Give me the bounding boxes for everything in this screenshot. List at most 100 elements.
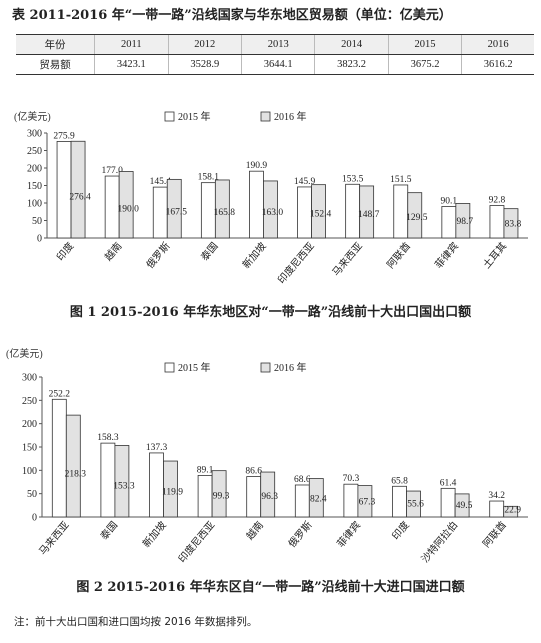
bar (100, 442, 116, 518)
bar (263, 180, 278, 239)
y-axis-label: (亿美元) (14, 110, 51, 123)
bar (357, 485, 373, 518)
bar (489, 205, 505, 239)
x-tick-label: 新加坡 (240, 240, 269, 271)
value-label: 165.8 (214, 208, 236, 218)
y-tick-label: 250 (22, 396, 37, 407)
x-tick-label: 印度 (389, 519, 412, 543)
value-label: 152.4 (310, 210, 332, 220)
x-tick-label: 土耳其 (480, 240, 509, 271)
bar (70, 140, 86, 239)
bar (393, 184, 409, 239)
bar (440, 487, 456, 518)
table-value-cell: 3423.1 (94, 54, 169, 75)
bar (406, 490, 421, 518)
x-tick-label: 新加坡 (140, 519, 169, 550)
value-label: 167.5 (166, 208, 188, 218)
trade-table: 年份 2011 2012 2013 2014 2015 2016 贸易额 342… (16, 34, 534, 75)
value-label: 119.9 (162, 488, 183, 498)
legend-swatch (260, 362, 271, 373)
bar (311, 184, 326, 239)
value-label: 137.3 (146, 443, 168, 453)
table-value-cell: 3528.9 (167, 54, 242, 75)
value-label: 90.1 (441, 196, 458, 206)
bar (166, 178, 182, 239)
bar (197, 475, 213, 518)
value-label: 65.8 (391, 476, 408, 486)
table-value-cell: 3644.1 (240, 54, 315, 75)
value-label: 98.7 (457, 217, 474, 227)
export-bar-chart: (亿美元) 2015 年 2016 年 0 50 100 150 200 250 300 275.9… (14, 110, 528, 286)
value-label: 129.5 (406, 213, 428, 223)
y-tick-label: 200 (22, 419, 37, 430)
legend-swatch (164, 362, 175, 373)
table-title: 表 2011-2016 年“一带一路”沿线国家与华东地区贸易额（单位：亿美元） (12, 8, 452, 23)
value-label: 86.6 (245, 467, 262, 477)
value-label: 99.3 (213, 491, 230, 501)
y-tick-label: 50 (32, 216, 42, 227)
bar (65, 414, 81, 518)
y-tick-label: 0 (32, 513, 37, 524)
value-label: 190.9 (246, 161, 268, 171)
x-tick-label: 俄罗斯 (285, 519, 314, 550)
value-label: 158.3 (97, 433, 119, 443)
bar (503, 208, 519, 239)
value-label: 92.8 (489, 196, 506, 206)
figure-1-title: 图 1 2015-2016 年华东地区对“一带一路”沿线前十大出口国出口额 (69, 305, 472, 320)
value-label: 70.3 (343, 474, 360, 484)
x-tick-label: 泰国 (97, 519, 120, 543)
value-label: 177.0 (101, 166, 123, 176)
value-label: 34.2 (488, 491, 505, 501)
value-label: 145.9 (294, 177, 316, 187)
bar (441, 206, 457, 239)
value-label: 151.5 (390, 175, 412, 185)
value-label: 276.4 (69, 192, 91, 202)
x-tick-label: 越南 (102, 240, 125, 264)
bar (359, 185, 375, 239)
x-tick-label: 阿联酋 (480, 519, 509, 550)
x-tick-label: 沙特阿拉伯 (418, 519, 460, 566)
bar (56, 141, 72, 239)
value-label: 145.4 (150, 177, 172, 187)
table-year-cell: 2015 (387, 34, 462, 55)
y-tick-label: 300 (27, 129, 42, 140)
table-value-cell: 3616.2 (461, 54, 534, 75)
value-label: 96.3 (261, 492, 278, 502)
bar (214, 179, 230, 239)
value-label: 218.3 (65, 469, 87, 479)
y-tick-label: 100 (27, 199, 42, 210)
bar (163, 460, 178, 518)
legend-label: 2015 年 (178, 110, 211, 123)
bar (308, 478, 324, 518)
value-label: 61.4 (440, 478, 457, 488)
value-label: 82.4 (310, 495, 327, 505)
y-tick-label: 300 (22, 373, 37, 384)
table-year-cell: 2012 (167, 34, 242, 55)
x-tick-label: 俄罗斯 (143, 240, 172, 271)
legend-label: 2016 年 (274, 361, 307, 374)
table-year-cell: 2013 (240, 34, 315, 55)
bar (392, 485, 407, 518)
value-label: 148.7 (358, 210, 380, 220)
x-tick-label: 越南 (243, 519, 266, 543)
value-label: 22.9 (504, 506, 521, 516)
bar (343, 483, 359, 518)
value-label: 252.2 (49, 389, 71, 399)
value-label: 67.3 (359, 497, 376, 507)
bar (407, 192, 423, 239)
bar (249, 170, 264, 239)
bar (489, 500, 505, 518)
x-tick-label: 马来西亚 (37, 519, 72, 557)
table-value-row: 贸易额 3423.1 3528.9 3644.1 3823.2 3675.2 3… (16, 54, 534, 75)
legend-label: 2016 年 (274, 110, 307, 123)
bar (118, 171, 134, 239)
y-tick-label: 250 (27, 146, 42, 157)
table-year-cell: 2011 (94, 34, 169, 55)
bar (503, 505, 519, 518)
value-label: 158.1 (198, 173, 220, 183)
table-row-label: 贸易额 (16, 54, 95, 75)
table-header-row: 年份 2011 2012 2013 2014 2015 2016 (16, 34, 534, 55)
value-label: 153.5 (342, 174, 364, 184)
legend-label: 2015 年 (178, 361, 211, 374)
legend-swatch (164, 111, 175, 122)
